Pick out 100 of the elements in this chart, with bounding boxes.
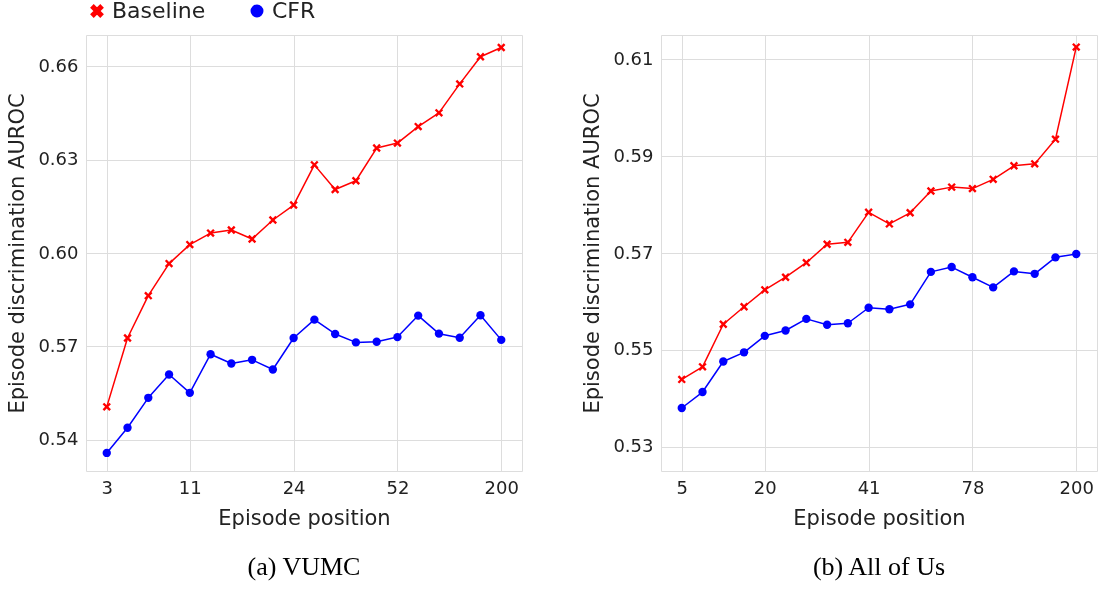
- point: [351, 338, 361, 347]
- point: [781, 273, 790, 282]
- point: [864, 208, 873, 217]
- point: [677, 375, 686, 384]
- x-axis-title: Episode position: [218, 505, 391, 530]
- point: [185, 240, 194, 249]
- point: [760, 331, 769, 341]
- y-tick-label: 0.54: [38, 428, 79, 450]
- y-tick-label: 0.53: [613, 435, 654, 457]
- point: [926, 186, 936, 196]
- point: [330, 185, 340, 194]
- point: [206, 350, 215, 359]
- point: [372, 337, 381, 346]
- point: [289, 200, 298, 210]
- point: [247, 234, 257, 244]
- point: [434, 108, 444, 118]
- x-tick-label: 41: [857, 476, 881, 498]
- point: [822, 320, 832, 329]
- legend-label: CFR: [272, 0, 316, 23]
- y-tick-label: 0.57: [613, 241, 654, 263]
- point: [310, 160, 319, 170]
- point: [289, 333, 298, 343]
- point: [434, 329, 444, 338]
- point: [1072, 42, 1081, 52]
- point: [989, 175, 998, 184]
- point: [123, 333, 132, 343]
- point: [164, 370, 174, 379]
- point: [268, 215, 278, 225]
- point: [102, 402, 111, 412]
- point: [227, 225, 236, 235]
- point: [372, 143, 381, 153]
- legend-label: Baseline: [112, 0, 206, 23]
- x-axis-title: Episode position: [793, 505, 966, 530]
- point: [698, 362, 707, 372]
- point: [822, 240, 832, 249]
- point: [247, 355, 257, 364]
- point: [802, 258, 811, 267]
- point: [414, 122, 423, 131]
- point: [947, 262, 956, 272]
- x-tick-label: 5: [676, 476, 688, 498]
- point: [885, 219, 894, 229]
- y-tick-label: 0.60: [38, 241, 79, 263]
- point: [227, 359, 236, 368]
- x-tick-label: 3: [101, 476, 113, 498]
- point: [497, 335, 506, 345]
- y-tick-label: 0.66: [38, 54, 79, 76]
- point: [455, 79, 464, 89]
- x-tick-label: 20: [753, 476, 777, 498]
- y-tick-label: 0.57: [38, 334, 79, 356]
- point: [1009, 267, 1019, 276]
- point: [781, 326, 790, 335]
- point: [947, 182, 956, 192]
- point: [843, 238, 853, 247]
- point: [393, 138, 402, 148]
- point: [393, 332, 402, 342]
- point: [905, 300, 915, 309]
- y-tick-label: 0.55: [613, 338, 654, 360]
- point: [739, 348, 749, 357]
- y-axis-title: Episode discrimination AUROC: [580, 93, 605, 414]
- point: [144, 393, 153, 402]
- text: (a) VUMC: [247, 552, 361, 581]
- point: [414, 311, 423, 320]
- point: [1072, 249, 1081, 259]
- point: [164, 259, 174, 268]
- y-tick-label: 0.63: [38, 148, 79, 170]
- y-axis-title: Episode discrimination AUROC: [5, 93, 30, 414]
- point: [719, 357, 728, 366]
- point: [330, 329, 340, 339]
- y-tick-label: 0.59: [613, 144, 654, 166]
- point: [1051, 253, 1060, 262]
- point: [885, 305, 894, 314]
- point: [719, 320, 728, 329]
- point: [206, 228, 215, 238]
- x-tick-label: 52: [386, 476, 410, 498]
- point: [843, 319, 853, 328]
- point: [310, 315, 319, 324]
- point: [802, 314, 811, 324]
- point: [905, 208, 915, 217]
- y-tick-label: 0.61: [613, 47, 654, 69]
- text: (b) All of Us: [812, 552, 946, 581]
- point: [351, 176, 361, 185]
- point: [926, 267, 936, 277]
- point: [864, 303, 873, 312]
- x-tick-label: 78: [961, 476, 985, 498]
- point: [1051, 134, 1060, 144]
- x-tick-label: 11: [178, 476, 202, 498]
- point: [144, 291, 153, 300]
- point: [739, 302, 749, 311]
- x-tick-label: 200: [1059, 476, 1094, 498]
- point: [698, 387, 707, 397]
- point: [185, 388, 194, 398]
- point: [989, 283, 998, 292]
- point: [102, 448, 111, 458]
- point: [968, 273, 977, 282]
- point: [455, 333, 464, 342]
- point: [123, 423, 132, 432]
- point: [1030, 269, 1039, 279]
- x-tick-label: 200: [484, 476, 519, 498]
- x-tick-label: 24: [282, 476, 306, 498]
- point: [1009, 161, 1019, 170]
